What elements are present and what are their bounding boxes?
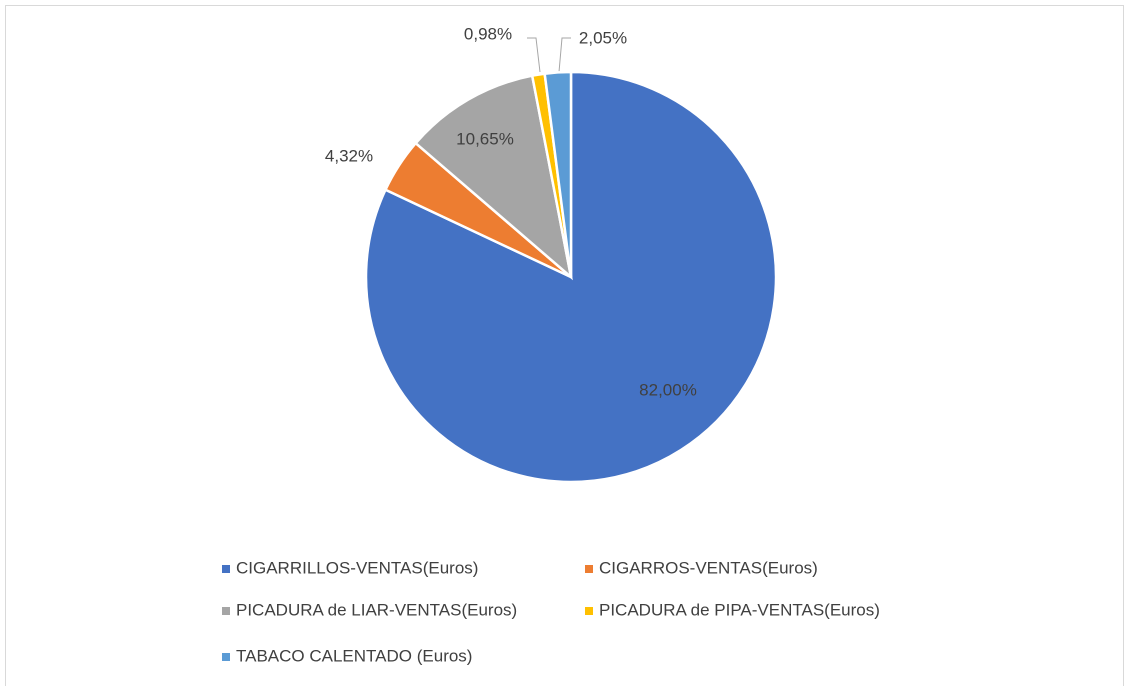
data-label: 4,32%	[325, 146, 373, 165]
legend-marker	[585, 607, 593, 615]
legend-marker	[222, 653, 230, 661]
legend-marker	[222, 607, 230, 615]
data-label: 10,65%	[456, 129, 514, 148]
legend-marker	[585, 565, 593, 573]
legend-label: CIGARRILLOS-VENTAS(Euros)	[236, 558, 478, 577]
leader-line	[558, 37, 571, 73]
data-label: 2,05%	[579, 28, 627, 47]
leader-line	[527, 37, 541, 73]
pie-slice	[543, 70, 573, 278]
legend-marker	[222, 565, 230, 573]
pie-slice	[413, 74, 573, 281]
legend-label: PICADURA de LIAR-VENTAS(Euros)	[236, 600, 517, 619]
legend-label: CIGARROS-VENTAS(Euros)	[599, 558, 818, 577]
data-label: 0,98%	[464, 24, 512, 43]
legend-label: TABACO CALENTADO (Euros)	[236, 646, 472, 665]
data-label: 82,00%	[639, 380, 697, 399]
legend-label: PICADURA de PIPA-VENTAS(Euros)	[599, 600, 880, 619]
